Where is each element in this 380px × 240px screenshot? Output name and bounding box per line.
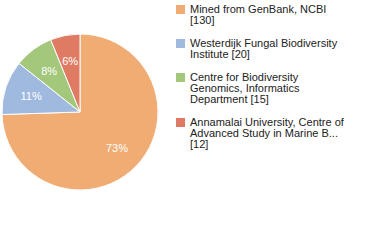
legend-swatch xyxy=(176,118,185,127)
pie-slice xyxy=(2,34,158,190)
slices xyxy=(2,34,158,190)
legend: Mined from GenBank, NCBI[130] Westerdijk … xyxy=(176,3,345,150)
legend-label: Mined from GenBank, NCBI[130] xyxy=(190,3,326,26)
slice-label: 8% xyxy=(41,65,57,77)
slice-label: 11% xyxy=(21,90,42,102)
legend-label: Centre for BiodiversityGenomics, Informa… xyxy=(190,71,300,105)
slice-label: 6% xyxy=(62,55,78,67)
legend-label: Westerdijk Fungal BiodiversityInstitute … xyxy=(190,37,338,60)
chart-root: 73% 11% 8% 6% Mined from GenBank, NCBI[130] W… xyxy=(0,0,380,240)
slice-label: 73% xyxy=(106,142,128,154)
legend-swatch xyxy=(176,39,185,48)
legend-swatch xyxy=(176,73,185,82)
legend-swatch xyxy=(176,5,185,14)
slice-labels: 73% 11% 8% 6% xyxy=(21,55,129,153)
chart: 73% 11% 8% 6% Mined from GenBank, NCBI[130] W… xyxy=(0,0,380,240)
legend-label: Annamalai University, Centre ofAdvanced … xyxy=(190,116,345,150)
